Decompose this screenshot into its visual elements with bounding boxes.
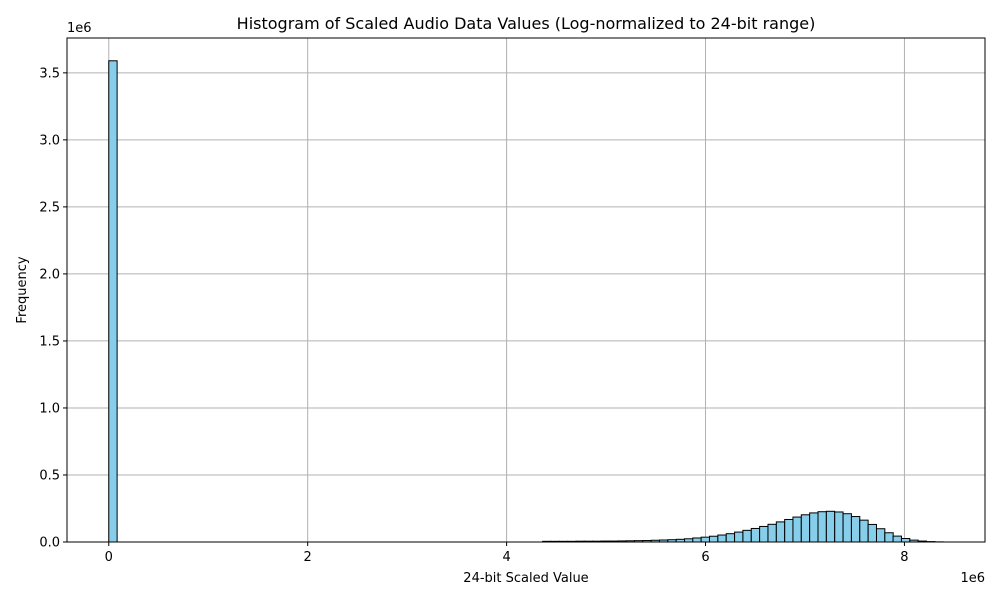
- histogram-bar: [800, 514, 811, 543]
- y-tick-label: 2.0: [39, 267, 60, 282]
- histogram-bar: [709, 535, 719, 543]
- histogram-bar: [817, 511, 827, 543]
- histogram-bar: [775, 521, 786, 543]
- y-tick-label: 3.5: [39, 66, 60, 81]
- chart-title: Histogram of Scaled Audio Data Values (L…: [237, 14, 816, 33]
- x-axis-label: 24-bit Scaled Value: [463, 571, 588, 586]
- histogram-bar: [717, 534, 727, 543]
- histogram-bar: [842, 513, 852, 543]
- histogram-bar: [809, 512, 819, 543]
- y-tick-label: 0.5: [39, 468, 60, 483]
- histogram-bar: [700, 536, 710, 543]
- y-axis-label: Frequency: [15, 256, 30, 323]
- x-tick-label: 0: [105, 550, 113, 565]
- axes-frame: [66, 37, 986, 543]
- histogram-bar: [859, 519, 869, 543]
- histogram-bar: [834, 511, 844, 543]
- x-axis-multiplier: 1e6: [960, 571, 985, 586]
- x-tick-label: 4: [502, 550, 510, 565]
- histogram-bar: [875, 528, 886, 543]
- x-tick-label: 8: [900, 550, 908, 565]
- x-tick-label: 2: [304, 550, 312, 565]
- histogram-bar: [108, 60, 118, 543]
- y-tick-label: 1.0: [39, 401, 60, 416]
- x-tick-label: 6: [701, 550, 709, 565]
- histogram-bar: [892, 535, 902, 543]
- y-tick-label: 1.5: [39, 334, 60, 349]
- y-axis-multiplier: 1e6: [67, 21, 92, 36]
- x-axis-ticks: 0 2 4 6 8: [105, 542, 909, 565]
- histogram-bar: [825, 510, 836, 543]
- histogram-bar: [759, 525, 769, 543]
- histogram-bar: [734, 531, 744, 543]
- y-tick-label: 2.5: [39, 200, 60, 215]
- histogram-bar: [884, 532, 894, 543]
- y-axis-ticks: 0.0 0.5 1.0 1.5 2.0 2.5 3.0 3.5: [39, 66, 67, 551]
- histogram-bar: [900, 538, 911, 543]
- histogram-bar: [867, 523, 877, 543]
- histogram-bar: [692, 537, 702, 543]
- y-tick-label: 0.0: [39, 536, 60, 551]
- histogram-bar: [850, 516, 861, 543]
- histogram-bar: [767, 523, 777, 543]
- histogram-bar: [784, 518, 794, 543]
- histogram-bar: [725, 533, 736, 543]
- histogram-bar: [792, 516, 802, 543]
- histogram-bar: [750, 527, 761, 543]
- histogram-bar: [742, 529, 752, 543]
- y-tick-label: 3.0: [39, 133, 60, 148]
